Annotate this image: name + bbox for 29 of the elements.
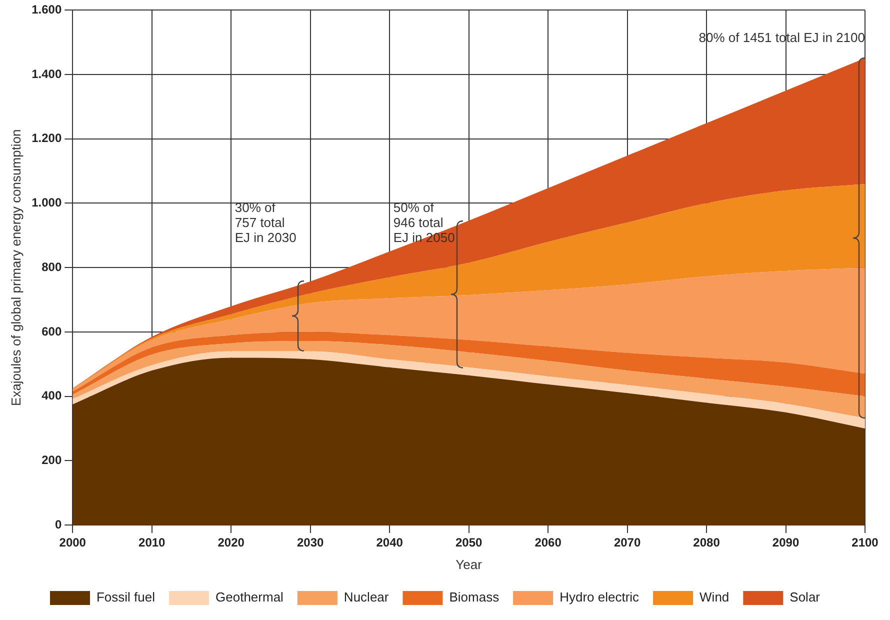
x-tick-label: 2000 [59, 536, 86, 550]
y-tick-label: 1.600 [32, 2, 62, 17]
legend-label: Nuclear [344, 590, 390, 605]
y-axis-title: Exajoules of global primary energy consumption [8, 129, 24, 406]
x-tick-label: 2060 [534, 536, 562, 550]
y-tick-label: 1.400 [32, 66, 62, 81]
x-tick-label: 2090 [772, 536, 800, 550]
x-tick-label: 2020 [218, 536, 245, 550]
y-tick-label: 600 [42, 324, 62, 338]
y-tick-label: 1.000 [32, 196, 62, 210]
y-tick-label: 400 [42, 388, 62, 403]
y-tick-label: 800 [42, 260, 62, 274]
x-tick-label: 2100 [852, 536, 879, 550]
legend-label: Solar [790, 590, 821, 605]
x-tick-label: 2080 [693, 536, 720, 550]
legend-label: Biomass [449, 590, 500, 605]
x-tick-label: 2030 [296, 536, 324, 550]
y-tick-label: 200 [42, 452, 62, 467]
x-axis-title: Year [456, 556, 483, 572]
x-tick-label: 2040 [376, 536, 404, 550]
y-tick-label: 0 [54, 517, 62, 532]
legend-label: Fossil fuel [96, 590, 156, 605]
legend-label: Wind [700, 590, 730, 605]
x-tick-label: 2050 [455, 536, 482, 550]
x-tick-label: 2070 [614, 536, 641, 550]
y-tick-label: 1.200 [32, 131, 62, 146]
legend-label: Geothermal [216, 590, 284, 605]
x-tick-label: 2010 [138, 536, 166, 550]
legend-label: Hydro electric [560, 590, 640, 605]
